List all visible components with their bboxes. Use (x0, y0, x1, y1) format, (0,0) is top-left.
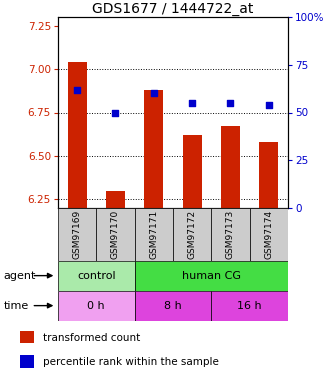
Bar (96, 208, 135, 261)
Text: GSM97170: GSM97170 (111, 210, 120, 259)
Bar (106, 191, 125, 208)
Bar (211, 208, 250, 261)
Text: GSM97172: GSM97172 (188, 210, 197, 259)
Text: human CG: human CG (182, 271, 241, 280)
Text: GSM97171: GSM97171 (149, 210, 158, 259)
Bar (259, 142, 278, 208)
Text: 8 h: 8 h (164, 301, 182, 310)
Text: time: time (3, 301, 28, 310)
Text: agent: agent (3, 271, 36, 280)
Bar (68, 62, 87, 208)
Point (228, 100, 233, 106)
Bar (135, 261, 288, 291)
Bar (58, 291, 135, 321)
Text: 16 h: 16 h (237, 301, 262, 310)
Text: percentile rank within the sample: percentile rank within the sample (43, 357, 219, 367)
Bar (173, 208, 211, 261)
Bar (20, 355, 34, 368)
Text: 0 h: 0 h (87, 301, 105, 310)
Bar (182, 135, 202, 208)
Bar (135, 208, 173, 261)
Text: GSM97169: GSM97169 (72, 210, 82, 259)
Text: transformed count: transformed count (43, 333, 141, 343)
Bar (144, 90, 164, 208)
Text: control: control (77, 271, 116, 280)
Bar (250, 208, 288, 261)
Bar (135, 291, 211, 321)
Point (189, 100, 195, 106)
Point (151, 90, 157, 96)
Point (113, 110, 118, 116)
Title: GDS1677 / 1444722_at: GDS1677 / 1444722_at (92, 2, 254, 16)
Bar (221, 126, 240, 208)
Bar (20, 331, 34, 344)
Text: GSM97173: GSM97173 (226, 210, 235, 259)
Point (74, 87, 80, 93)
Bar (58, 261, 135, 291)
Point (266, 102, 271, 108)
Bar (211, 291, 288, 321)
Text: GSM97174: GSM97174 (264, 210, 273, 259)
Bar (58, 208, 96, 261)
